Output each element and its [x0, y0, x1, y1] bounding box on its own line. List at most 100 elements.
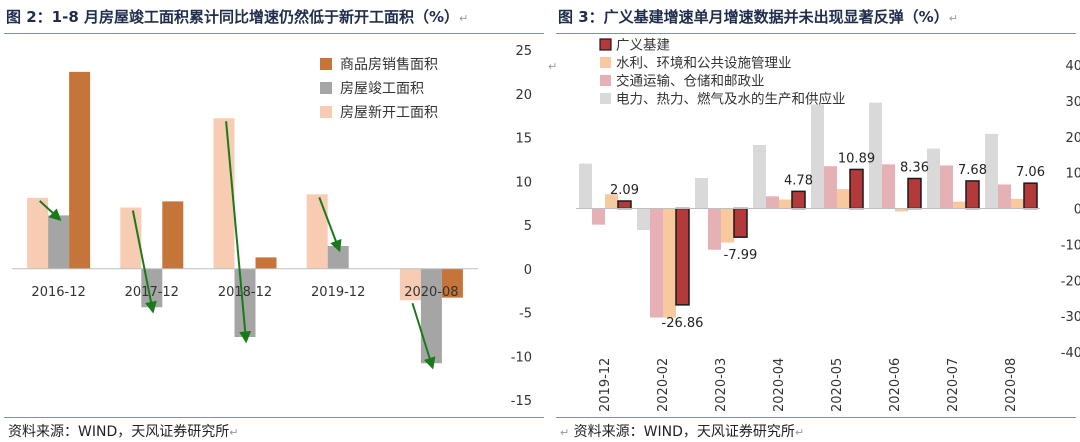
- y-tick-label-10: -10: [1061, 238, 1080, 253]
- x-tick-label-2020-04: 2020-04: [772, 358, 787, 412]
- data-label-2020-06: 8.36: [900, 161, 929, 176]
- bar-d9d9d9-2019-12: [579, 163, 592, 209]
- left-figure-title: 图 2：1-8 月房屋竣工面积累计同比增速仍然低于新开工面积（%）: [6, 8, 460, 26]
- data-label-2019-12: 2.09: [610, 183, 639, 198]
- x-tick-label-2016-12: 2016-12: [31, 285, 85, 300]
- trend-arrow-2019-12: [318, 197, 342, 253]
- y-tick-label-0: 0: [524, 263, 532, 278]
- bar-c5743a-2016-12: [69, 71, 91, 269]
- return-mark: ↵: [459, 12, 469, 25]
- y-tick-label-10: -10: [511, 350, 532, 365]
- bar-d9d9d9-2020-02: [637, 208, 650, 231]
- data-label-2020-04: 4.78: [784, 173, 813, 188]
- return-mark: ↵: [794, 426, 805, 439]
- x-tick-label-2020-08: 2020-08: [404, 285, 458, 300]
- y-tick-label-15: -15: [511, 394, 532, 409]
- legend-swatch-0: [320, 58, 332, 70]
- data-label-2020-03: -7.99: [724, 248, 758, 263]
- data-label-2020-05: 10.89: [838, 151, 875, 166]
- bar-f8c99e-2019-12: [605, 194, 618, 209]
- bar-a5a5a5-2020-08: [420, 268, 442, 364]
- right-bar-chart: -40 -30 -20 -10 0 10 20 30 40 2.09 -26.86 -7.99 4.78…: [576, 37, 1080, 412]
- bar-b33a3a-2020-04: [791, 190, 806, 210]
- x-tick-label-2018-12: 2018-12: [218, 285, 272, 300]
- bar-f8c99e-2020-06: [895, 208, 908, 212]
- bar-f8c99e-2020-02: [663, 208, 676, 318]
- bar-f8cbb3-2018-12: [213, 118, 235, 269]
- bar-b33a3a-2020-02: [675, 207, 690, 306]
- bar-d9d9d9-2020-08: [985, 133, 998, 209]
- y-tick-label-0: 0: [1074, 203, 1080, 218]
- y-tick-label-20: 20: [515, 88, 532, 103]
- y-tick-label-10: 10: [1065, 167, 1080, 182]
- bar-c5743a-2017-12: [162, 201, 184, 269]
- trend-arrow-2016-12: [39, 200, 62, 222]
- bar-b33a3a-2019-12: [617, 200, 632, 210]
- bar-b33a3a-2020-05: [849, 168, 864, 210]
- bar-e6b1b5-2019-12: [592, 208, 605, 225]
- legend-label-0: 商品房销售面积: [340, 57, 438, 73]
- bar-d9d9d9-2020-04: [753, 145, 766, 209]
- return-mark: ↵: [560, 426, 570, 439]
- y-tick-label-25: 25: [515, 44, 532, 59]
- bar-a5a5a5-2016-12: [48, 215, 70, 269]
- bar-f8c99e-2020-03: [721, 208, 734, 243]
- legend-label-2: 房屋新开工面积: [340, 105, 438, 121]
- return-mark: ↵: [229, 426, 239, 439]
- right-source-rule: [556, 417, 1076, 418]
- x-tick-label-2020-03: 2020-03: [714, 358, 729, 412]
- bar-f8c99e-2020-08: [1011, 198, 1024, 209]
- bar-b33a3a-2020-06: [907, 177, 922, 210]
- legend-label-1: 房屋竣工面积: [340, 81, 424, 97]
- bar-d9d9d9-2020-03: [695, 178, 708, 209]
- bar-d9d9d9-2020-07: [927, 148, 940, 209]
- legend-swatch-1: [600, 57, 611, 68]
- bar-b33a3a-2020-07: [965, 180, 980, 210]
- y-tick-label-40: -40: [1061, 346, 1080, 361]
- bar-e6b1b5-2020-04: [766, 196, 779, 209]
- bar-f8cbb3-2020-08: [399, 268, 421, 301]
- x-tick-label-2017-12: 2017-12: [125, 285, 179, 300]
- bar-f8c99e-2020-04: [779, 199, 792, 209]
- trend-arrow-2017-12: [131, 210, 157, 314]
- bar-f8cbb3-2019-12: [306, 194, 328, 269]
- legend-label-1: 水利、环境和公共设施管理业: [616, 56, 792, 72]
- y-tick-label-40: 40: [1065, 59, 1080, 74]
- legend-swatch-2: [600, 75, 611, 86]
- legend-label-0: 广义基建: [616, 37, 670, 54]
- bar-f8c99e-2020-07: [953, 201, 966, 209]
- y-tick-label-20: 20: [1065, 131, 1080, 146]
- x-tick-label-2020-05: 2020-05: [830, 358, 845, 412]
- legend-label-3: 电力、热力、燃气及水的生产和供应业: [616, 91, 846, 108]
- x-tick-label-2020-02: 2020-02: [656, 358, 671, 412]
- bar-b33a3a-2020-08: [1023, 182, 1038, 210]
- x-tick-label-2019-12: 2019-12: [311, 285, 365, 300]
- bar-e6b1b5-2020-06: [882, 164, 895, 209]
- x-tick-label-2020-06: 2020-06: [888, 358, 903, 412]
- bar-e6b1b5-2020-03: [708, 208, 721, 250]
- bar-b33a3a-2020-03: [733, 207, 748, 238]
- bar-e6b1b5-2020-05: [824, 166, 837, 209]
- legend-swatch-0: [599, 38, 612, 51]
- legend-swatch-2: [320, 106, 332, 118]
- bar-f8cbb3-2016-12: [27, 197, 49, 269]
- right-chart-panel: 图 3：广义基建增速单月增速数据并未出现显著反弹（%）↵ -40 -30 -20 -1…: [552, 0, 1080, 442]
- bar-d9d9d9-2020-06: [869, 102, 882, 209]
- left-chart-panel: 图 2：1-8 月房屋竣工面积累计同比增速仍然低于新开工面积（%）↵ -15 -1…: [4, 8, 544, 440]
- bar-e6b1b5-2020-08: [998, 184, 1011, 209]
- bar-c5743a-2020-08: [441, 268, 463, 298]
- bar-f8c99e-2020-05: [837, 189, 850, 209]
- x-tick-label-2019-12: 2019-12: [598, 358, 613, 412]
- bar-e6b1b5-2020-02: [650, 208, 663, 318]
- x-tick-label-2020-08: 2020-08: [1004, 358, 1019, 412]
- left-source-rule: [4, 417, 544, 418]
- y-tick-label-10: 10: [515, 175, 532, 190]
- x-tick-label-2020-07: 2020-07: [946, 358, 961, 412]
- legend-swatch-3: [600, 93, 611, 104]
- left-source-text: 资料来源：WIND，天风证券研究所: [8, 424, 230, 440]
- y-tick-label-15: 15: [515, 132, 532, 147]
- legend-label-2: 交通运输、仓储和邮政业: [616, 73, 765, 90]
- right-source-text: 资料来源：WIND，天风证券研究所: [573, 424, 795, 440]
- y-tick-label-5: -5: [519, 307, 532, 322]
- return-mark: ↵: [948, 12, 958, 25]
